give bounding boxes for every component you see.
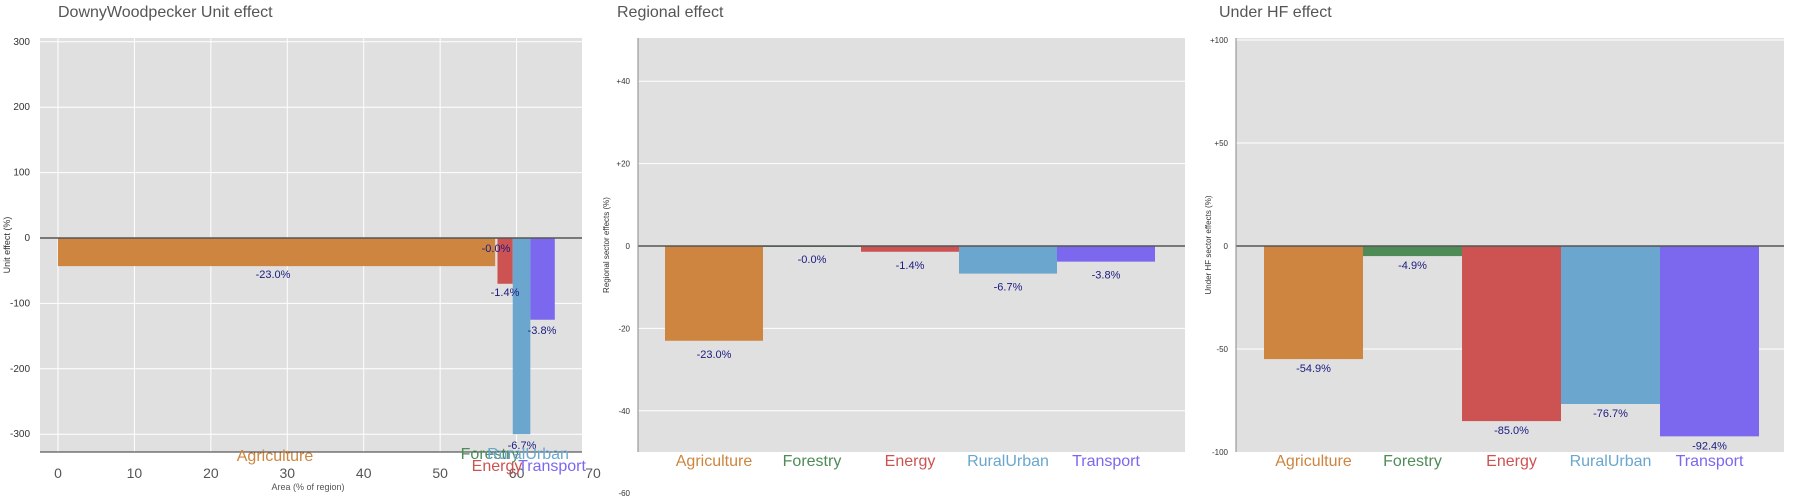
value-label-energy: -1.4% <box>896 260 925 272</box>
y-tick-label: +100 <box>1210 36 1229 45</box>
y-axis-title: Under HF sector effects (%) <box>1204 195 1213 294</box>
bar-agriculture <box>1264 246 1363 360</box>
value-label-forestry: -0.0% <box>482 243 511 255</box>
bar-transport <box>1057 246 1155 262</box>
y-tick-label: 200 <box>13 102 30 113</box>
bar-energy <box>861 246 959 252</box>
category-label-agriculture: Agriculture <box>1275 453 1352 470</box>
value-label-ruralurban: -6.7% <box>994 282 1023 294</box>
value-label-ruralurban: -6.7% <box>508 440 537 452</box>
x-axis-title: Area (% of region) <box>271 482 344 492</box>
bar-agriculture <box>665 246 763 341</box>
value-label-ruralurban: -76.7% <box>1593 408 1628 420</box>
x-tick-label: 70 <box>585 465 601 481</box>
category-label-ruralurban: RuralUrban <box>1570 453 1652 470</box>
category-label-forestry: Forestry <box>461 446 520 463</box>
y-tick-label: 0 <box>1224 242 1229 251</box>
x-tick-label: 60 <box>509 465 525 481</box>
category-label-transport: Transport <box>1676 453 1744 470</box>
y-tick-label: 300 <box>13 37 30 48</box>
bar-agriculture <box>58 238 496 267</box>
y-tick-label: +20 <box>616 160 630 169</box>
bar-forestry <box>1363 246 1462 257</box>
category-label-transport: Transport <box>518 458 586 475</box>
y-tick-label: 0 <box>24 233 30 244</box>
category-label-energy: Energy <box>885 453 936 470</box>
chart-title-unit: DownyWoodpecker Unit effect <box>58 4 273 21</box>
value-label-forestry: -4.9% <box>1398 260 1427 272</box>
value-label-energy: -1.4% <box>491 287 520 299</box>
x-tick-label: 20 <box>203 465 219 481</box>
y-tick-label: +50 <box>1214 139 1228 148</box>
category-label-ruralurban: RuralUrban <box>967 453 1049 470</box>
y-tick-label: -100 <box>1212 448 1229 457</box>
y-tick-label: -200 <box>10 364 30 375</box>
y-tick-label: -20 <box>618 324 630 333</box>
value-label-energy: -85.0% <box>1494 425 1529 437</box>
category-label-energy: Energy <box>1486 453 1537 470</box>
x-tick-label: 40 <box>356 465 372 481</box>
category-label-agriculture: Agriculture <box>676 453 753 470</box>
x-tick-label: 0 <box>54 465 62 481</box>
category-label-ruralurban: RuralUrban <box>487 446 569 463</box>
bar-ruralurban <box>512 238 531 435</box>
category-label-transport: Transport <box>1072 453 1140 470</box>
chart-title-underhf: Under HF effect <box>1219 4 1332 21</box>
y-tick-label: 0 <box>626 242 631 251</box>
category-label-energy: Energy <box>472 458 523 475</box>
value-label-agriculture: -54.9% <box>1296 363 1331 375</box>
bar-transport <box>1660 246 1759 437</box>
value-label-transport: -92.4% <box>1692 440 1727 452</box>
category-label-forestry: Forestry <box>1383 453 1442 470</box>
y-axis-title: Regional sector effects (%) <box>602 197 611 293</box>
bar-energy <box>497 238 513 284</box>
y-tick-label: -50 <box>1216 345 1228 354</box>
y-tick-label: +40 <box>616 77 630 86</box>
category-label-agriculture: Agriculture <box>237 448 314 465</box>
bar-energy <box>1462 246 1561 422</box>
x-tick-label: 50 <box>432 465 448 481</box>
x-tick-label: 10 <box>127 465 143 481</box>
y-tick-label: 100 <box>13 168 30 179</box>
value-label-agriculture: -23.0% <box>256 269 291 281</box>
y-tick-label: -60 <box>618 489 630 498</box>
chart-title-regional: Regional effect <box>617 4 724 21</box>
value-label-agriculture: -23.0% <box>697 349 732 361</box>
value-label-transport: -3.8% <box>1092 270 1121 282</box>
y-tick-label: -40 <box>618 407 630 416</box>
value-label-transport: -3.8% <box>528 325 557 337</box>
bar-ruralurban <box>959 246 1057 274</box>
value-label-forestry: -0.0% <box>798 254 827 266</box>
y-tick-label: -300 <box>10 429 30 440</box>
y-axis-title: Unit effect (%) <box>2 217 12 274</box>
y-tick-label: -100 <box>10 298 30 309</box>
bar-transport <box>530 238 555 320</box>
plot-background-regional <box>638 38 1185 452</box>
x-tick-label: 30 <box>279 465 295 481</box>
bar-ruralurban <box>1561 246 1660 405</box>
category-label-forestry: Forestry <box>783 453 842 470</box>
